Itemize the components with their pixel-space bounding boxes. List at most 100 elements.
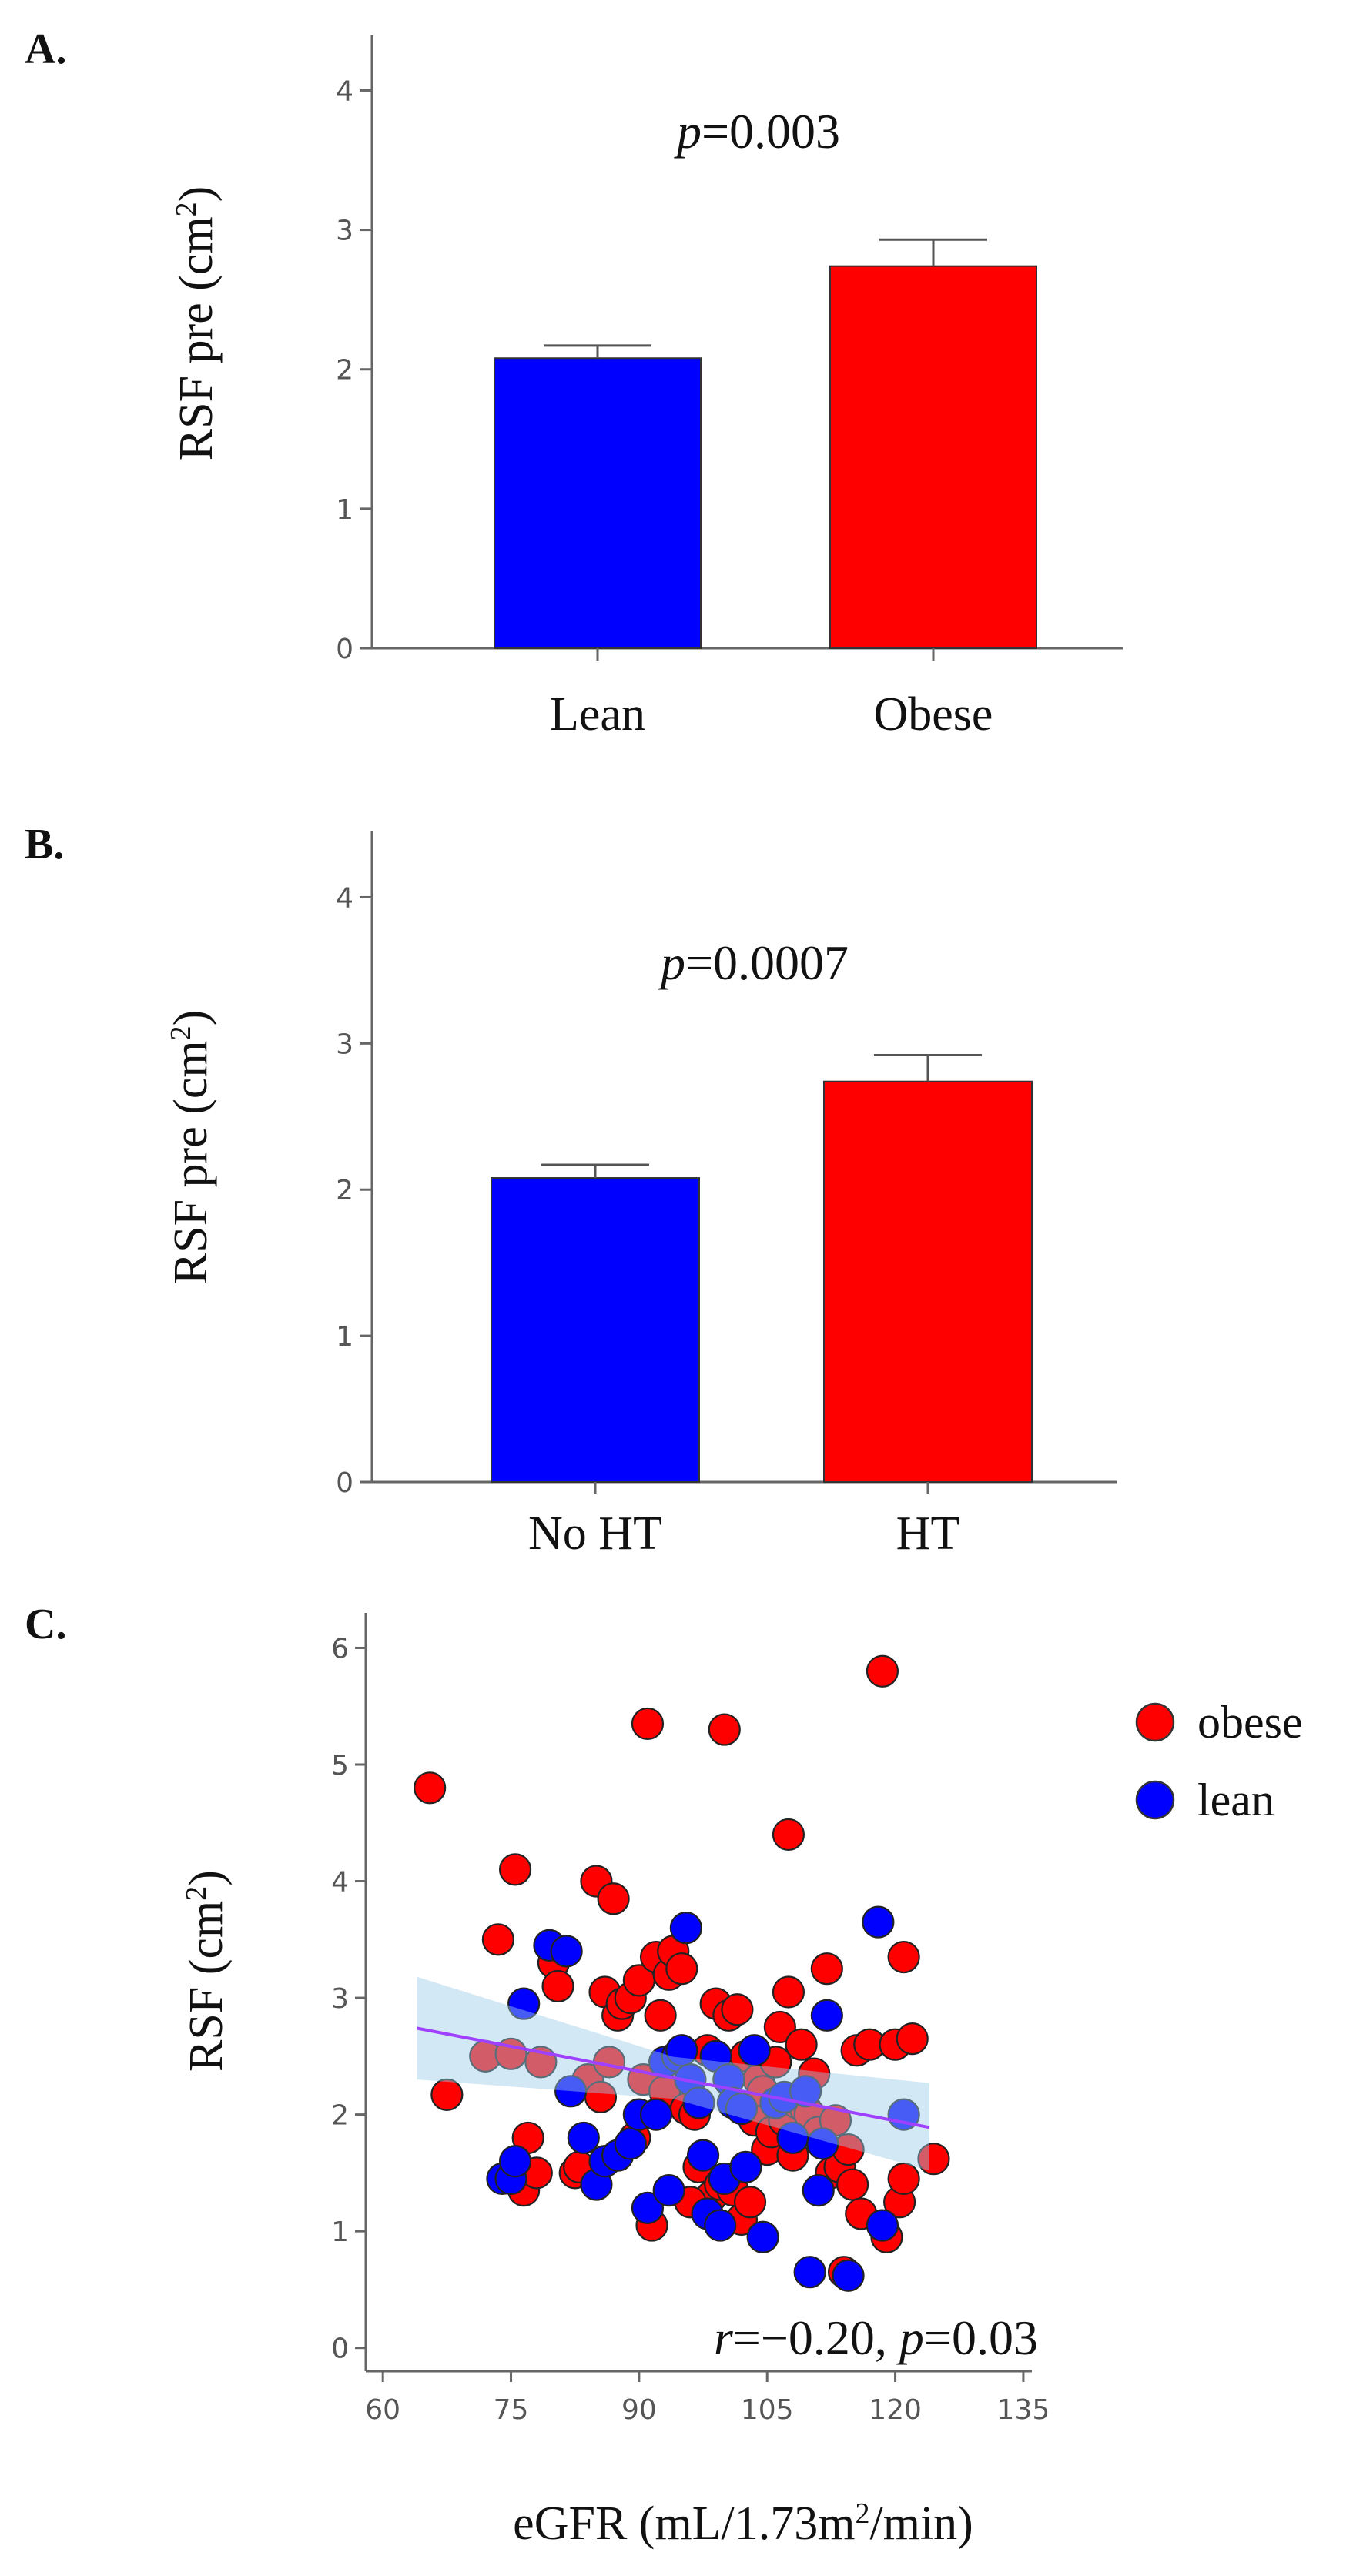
panel-a-bar-chart: A. RSF pre (cm2) p=0.003 0 1 2 3 4 Lean Obese <box>25 25 1123 741</box>
point-obese <box>810 1952 843 1986</box>
point-obese <box>866 1654 899 1688</box>
y-tick-label: 1 <box>331 2216 349 2248</box>
point-obese <box>498 1853 532 1886</box>
point-obese <box>887 2162 920 2196</box>
point-lean <box>554 2075 588 2108</box>
point-obese <box>896 2022 929 2056</box>
point-lean <box>507 1987 541 2020</box>
x-category-label: HT <box>896 1507 960 1560</box>
panel-a-label: A. <box>25 25 66 73</box>
panel-b-plot-area: 0 1 2 3 4 No HT HT <box>336 831 1117 1560</box>
panel-c-scatter-chart: C. RSF (cm2) eGFR (mL/1.73m2/min) 0 1 2 3 4 5… <box>25 1601 1303 2550</box>
point-obese <box>541 1969 574 2003</box>
panel-c-y-axis-label: RSF (cm2) <box>180 1870 233 2072</box>
bar-lean <box>494 357 702 649</box>
panel-c-correlation-annotation: r=−0.20, p=0.03 <box>714 2310 1038 2365</box>
panel-a-plot-area: 0 1 2 3 4 Lean Obese <box>336 35 1123 741</box>
point-lean <box>810 1999 843 2032</box>
y-tick-label: 3 <box>331 1983 349 2015</box>
legend-label-obese: obese <box>1197 1697 1303 1748</box>
y-tick-label: 0 <box>331 2333 349 2365</box>
y-tick-label: 4 <box>336 75 353 107</box>
x-tick-label: 120 <box>869 2394 922 2426</box>
legend-label-lean: lean <box>1197 1775 1274 1825</box>
point-lean <box>862 1905 895 1939</box>
y-tick-label: 2 <box>336 1175 353 1206</box>
point-lean <box>686 2139 720 2172</box>
point-obese <box>772 1975 805 2009</box>
point-lean <box>682 2086 715 2119</box>
point-obese <box>414 1771 447 1805</box>
point-obese <box>644 1999 677 2032</box>
regression-confidence-band <box>417 1976 929 2171</box>
point-lean <box>802 2174 835 2207</box>
x-category-label: Obese <box>874 688 993 741</box>
y-tick-label: 5 <box>331 1750 349 1781</box>
point-lean <box>652 2174 685 2207</box>
y-tick-label: 2 <box>331 2100 349 2132</box>
point-lean <box>789 2075 822 2108</box>
point-obese <box>430 2078 464 2111</box>
x-tick-label: 105 <box>741 2394 794 2426</box>
point-lean <box>631 2191 665 2224</box>
panel-a-y-axis-label: RSF pre (cm2) <box>170 186 223 461</box>
x-category-label: No HT <box>528 1507 662 1560</box>
point-obese <box>665 1952 698 1986</box>
y-tick-label: 0 <box>336 634 353 665</box>
y-tick-label: 6 <box>331 1633 349 1664</box>
point-lean <box>738 2034 771 2067</box>
point-lean <box>806 2127 839 2160</box>
panel-b-p-value: p=0.0007 <box>658 935 849 990</box>
point-lean <box>567 2121 600 2155</box>
point-lean <box>614 2127 647 2160</box>
y-tick-label: 1 <box>336 494 353 526</box>
point-lean <box>498 2145 532 2178</box>
regression-line <box>417 2026 930 2129</box>
point-obese <box>917 2143 950 2176</box>
point-lean <box>550 1935 583 1968</box>
point-obese <box>708 1713 741 1746</box>
bar-ht <box>823 1080 1033 1483</box>
x-tick-label: 60 <box>365 2394 400 2426</box>
point-lean <box>639 2098 673 2131</box>
point-obese <box>631 1707 665 1741</box>
y-tick-label: 2 <box>336 355 353 386</box>
y-tick-label: 1 <box>336 1321 353 1353</box>
y-tick-label: 3 <box>336 216 353 247</box>
x-category-label: Lean <box>550 688 645 741</box>
point-lean <box>793 2256 826 2289</box>
point-obese <box>733 2186 767 2219</box>
point-lean <box>729 2150 762 2183</box>
point-lean <box>725 2092 759 2126</box>
point-obese <box>772 1818 805 1852</box>
y-tick-label: 4 <box>331 1867 349 1899</box>
point-obese <box>785 2028 818 2061</box>
bar-obese <box>829 265 1037 649</box>
x-tick-label: 90 <box>621 2394 657 2426</box>
point-lean <box>832 2259 865 2292</box>
panel-b-y-axis-label: RSF pre (cm2) <box>165 1010 217 1285</box>
bar-no-ht <box>491 1177 700 1483</box>
legend-marker-lean <box>1135 1780 1175 1820</box>
panel-a-p-value: p=0.003 <box>674 104 840 159</box>
point-obese <box>721 1993 754 2026</box>
panel-b-label: B. <box>25 821 64 868</box>
point-lean <box>704 2209 737 2242</box>
x-tick-label: 75 <box>494 2394 529 2426</box>
point-obese <box>836 2168 869 2201</box>
point-lean <box>669 1912 702 1945</box>
panel-b-bar-chart: B. RSF pre (cm2) p=0.0007 0 1 2 3 4 No HT HT <box>25 821 1117 1560</box>
point-obese <box>887 1940 920 1974</box>
y-tick-label: 4 <box>336 882 353 914</box>
y-tick-label: 3 <box>336 1029 353 1060</box>
point-lean <box>866 2209 899 2242</box>
point-obese <box>597 1882 630 1915</box>
x-tick-label: 135 <box>997 2394 1050 2426</box>
panel-c-plot-area: 0 1 2 3 4 5 6 60 75 90 105 120 135 <box>331 1613 1050 2426</box>
point-obese <box>763 2010 796 2044</box>
point-obese <box>481 1923 514 1956</box>
point-lean <box>746 2220 779 2253</box>
panel-c-label: C. <box>25 1601 66 1648</box>
panel-c-x-axis-label: eGFR (mL/1.73m2/min) <box>513 2497 973 2550</box>
